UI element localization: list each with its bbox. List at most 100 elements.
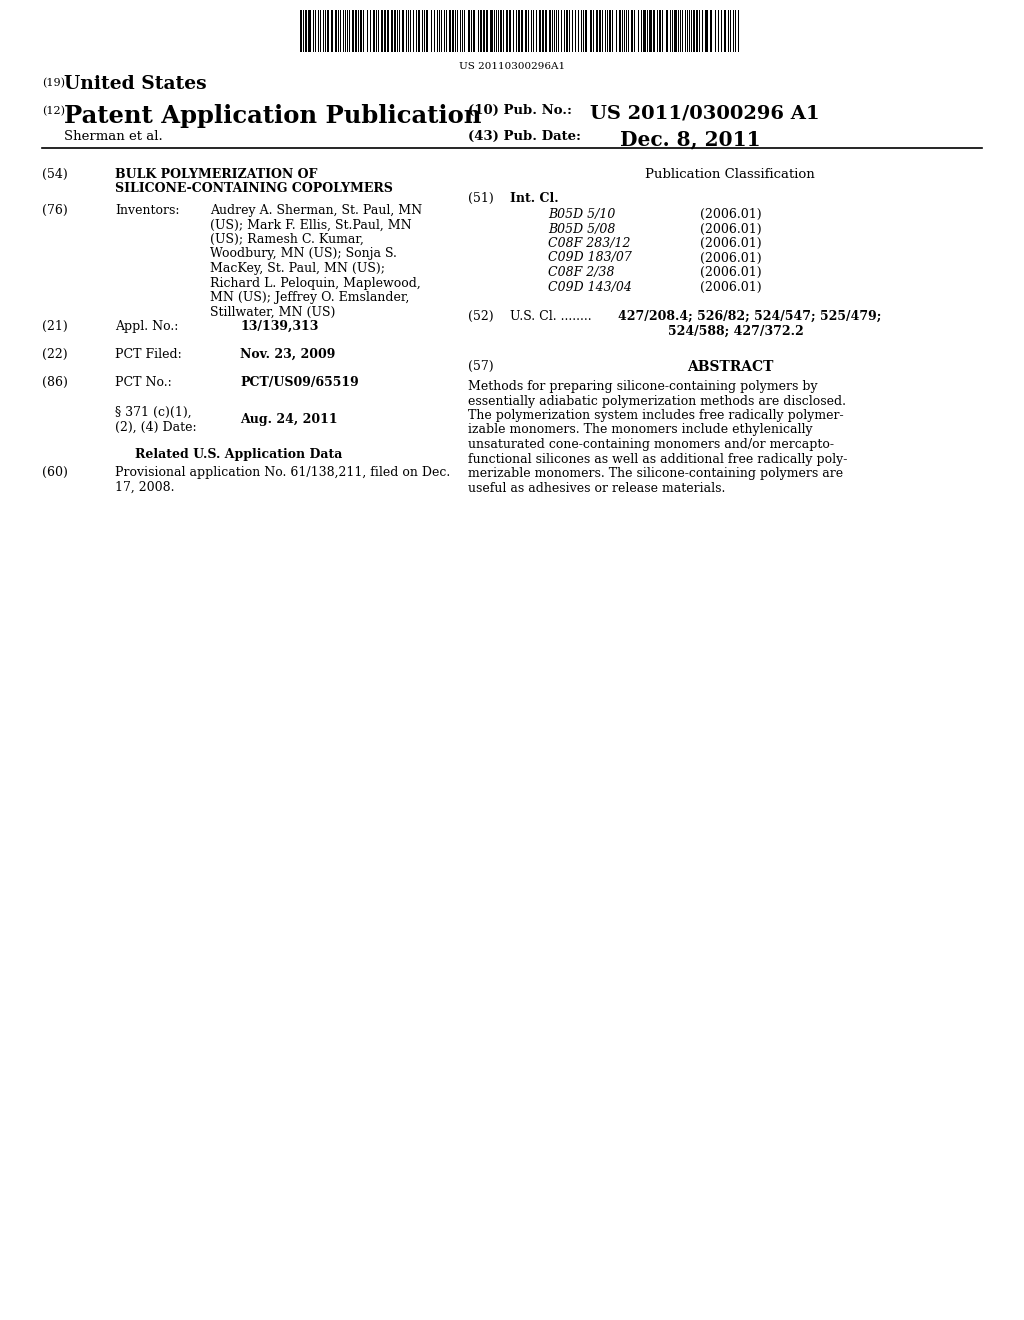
Bar	[618, 11, 621, 51]
Text: C09D 143/04: C09D 143/04	[548, 281, 632, 293]
Bar	[480, 11, 482, 51]
Bar	[643, 11, 646, 51]
Text: § 371 (c)(1),: § 371 (c)(1),	[115, 407, 191, 418]
Text: (51): (51)	[468, 191, 494, 205]
Text: United States: United States	[63, 75, 207, 92]
Bar	[521, 11, 523, 51]
Bar	[394, 11, 396, 51]
Bar	[305, 11, 307, 51]
Text: (US); Mark F. Ellis, St.Paul, MN: (US); Mark F. Ellis, St.Paul, MN	[210, 219, 412, 231]
Bar	[542, 11, 544, 51]
Text: (2006.01): (2006.01)	[700, 252, 762, 264]
Bar	[566, 11, 568, 51]
Text: U.S. Cl. ........: U.S. Cl. ........	[510, 310, 592, 323]
Bar	[468, 11, 470, 51]
Text: (86): (86)	[42, 376, 68, 389]
Bar	[490, 11, 493, 51]
Text: 427/208.4; 526/82; 524/547; 525/479;: 427/208.4; 526/82; 524/547; 525/479;	[618, 310, 882, 323]
Text: BULK POLYMERIZATION OF: BULK POLYMERIZATION OF	[115, 168, 317, 181]
Text: (2), (4) Date:: (2), (4) Date:	[115, 421, 197, 433]
Bar	[483, 11, 485, 51]
Text: (54): (54)	[42, 168, 68, 181]
Text: Audrey A. Sherman, St. Paul, MN: Audrey A. Sherman, St. Paul, MN	[210, 205, 422, 216]
Text: (21): (21)	[42, 319, 68, 333]
Text: (US); Ramesh C. Kumar,: (US); Ramesh C. Kumar,	[210, 234, 364, 246]
Text: Sherman et al.: Sherman et al.	[63, 129, 163, 143]
Bar	[373, 11, 375, 51]
Bar	[418, 11, 420, 51]
Bar	[590, 11, 592, 51]
Text: merizable monomers. The silicone-containing polymers are: merizable monomers. The silicone-contain…	[468, 467, 843, 480]
Text: C08F 2/38: C08F 2/38	[548, 267, 614, 279]
Bar	[391, 11, 393, 51]
Text: PCT Filed:: PCT Filed:	[115, 348, 181, 360]
Text: useful as adhesives or release materials.: useful as adhesives or release materials…	[468, 482, 725, 495]
Text: (12): (12)	[42, 106, 65, 116]
Bar	[674, 11, 677, 51]
Text: (60): (60)	[42, 466, 68, 479]
Bar	[402, 11, 404, 51]
Bar	[525, 11, 527, 51]
Bar	[696, 11, 698, 51]
Bar	[500, 11, 502, 51]
Text: Appl. No.:: Appl. No.:	[115, 319, 178, 333]
Bar	[539, 11, 541, 51]
Text: Dec. 8, 2011: Dec. 8, 2011	[620, 129, 761, 149]
Text: US 20110300296A1: US 20110300296A1	[459, 62, 565, 71]
Bar	[387, 11, 389, 51]
Bar	[631, 11, 633, 51]
Text: 524/588; 427/372.2: 524/588; 427/372.2	[668, 325, 804, 338]
Text: PCT/US09/65519: PCT/US09/65519	[240, 376, 358, 389]
Text: Patent Application Publication: Patent Application Publication	[63, 104, 481, 128]
Text: B05D 5/08: B05D 5/08	[548, 223, 615, 235]
Bar	[506, 11, 508, 51]
Bar	[300, 11, 302, 51]
Bar	[335, 11, 337, 51]
Text: (76): (76)	[42, 205, 68, 216]
Bar	[509, 11, 511, 51]
Text: MacKey, St. Paul, MN (US);: MacKey, St. Paul, MN (US);	[210, 261, 385, 275]
Text: Publication Classification: Publication Classification	[645, 168, 815, 181]
Bar	[549, 11, 551, 51]
Bar	[327, 11, 329, 51]
Bar	[705, 11, 708, 51]
Text: SILICONE-CONTAINING COPOLYMERS: SILICONE-CONTAINING COPOLYMERS	[115, 182, 393, 195]
Bar	[724, 11, 726, 51]
Text: Nov. 23, 2009: Nov. 23, 2009	[240, 348, 336, 360]
Bar	[384, 11, 386, 51]
Text: C09D 183/07: C09D 183/07	[548, 252, 632, 264]
Bar	[649, 11, 652, 51]
Bar	[426, 11, 428, 51]
Text: 17, 2008.: 17, 2008.	[115, 480, 174, 494]
Bar	[486, 11, 488, 51]
Bar	[352, 11, 354, 51]
Text: (19): (19)	[42, 78, 65, 88]
Text: (2006.01): (2006.01)	[700, 223, 762, 235]
Text: MN (US); Jeffrey O. Emslander,: MN (US); Jeffrey O. Emslander,	[210, 290, 410, 304]
Bar	[666, 11, 668, 51]
Text: Aug. 24, 2011: Aug. 24, 2011	[240, 413, 338, 426]
Text: (52): (52)	[468, 310, 494, 323]
Text: (2006.01): (2006.01)	[700, 267, 762, 279]
Text: Richard L. Peloquin, Maplewood,: Richard L. Peloquin, Maplewood,	[210, 276, 421, 289]
Bar	[355, 11, 357, 51]
Bar	[596, 11, 598, 51]
Text: unsaturated cone-containing monomers and/or mercapto-: unsaturated cone-containing monomers and…	[468, 438, 834, 451]
Text: (43) Pub. Date:: (43) Pub. Date:	[468, 129, 581, 143]
Bar	[381, 11, 383, 51]
Text: 13/139,313: 13/139,313	[240, 319, 318, 333]
Bar	[473, 11, 475, 51]
Bar	[609, 11, 611, 51]
Bar	[659, 11, 662, 51]
Text: functional silicones as well as additional free radically poly-: functional silicones as well as addition…	[468, 453, 848, 466]
Text: (57): (57)	[468, 360, 494, 374]
Bar	[653, 11, 655, 51]
Text: Related U.S. Application Data: Related U.S. Application Data	[135, 447, 342, 461]
Text: essentially adiabatic polymerization methods are disclosed.: essentially adiabatic polymerization met…	[468, 395, 846, 408]
Text: izable monomers. The monomers include ethylenically: izable monomers. The monomers include et…	[468, 424, 813, 437]
Bar	[308, 11, 311, 51]
Text: (2006.01): (2006.01)	[700, 209, 762, 220]
Bar	[518, 11, 520, 51]
Bar	[449, 11, 451, 51]
Text: (2006.01): (2006.01)	[700, 281, 762, 293]
